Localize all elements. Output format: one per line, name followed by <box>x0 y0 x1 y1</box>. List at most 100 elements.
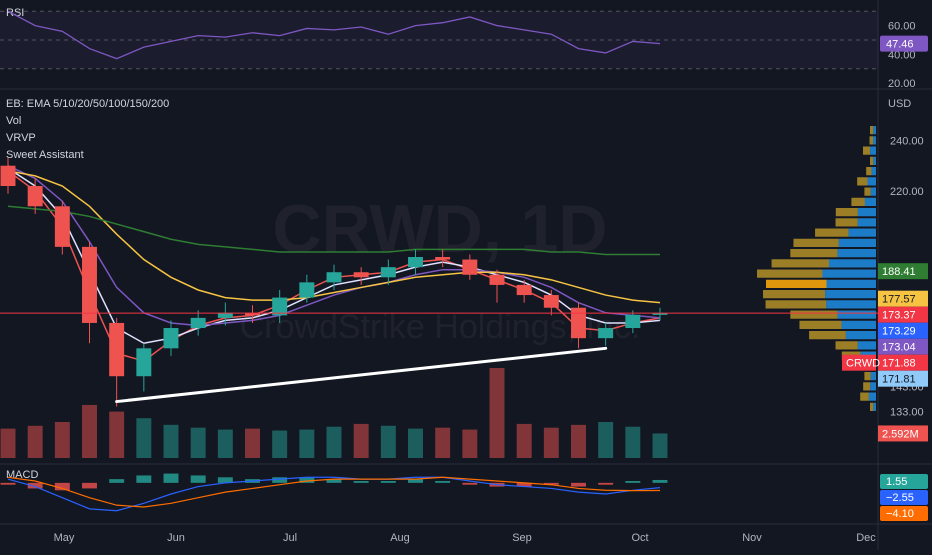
macd-value-tags: 1.55 −2.55 −4.10 <box>880 474 928 521</box>
macd-hist-bar-7 <box>190 475 206 483</box>
vrvp-sell-row-13 <box>771 259 830 268</box>
macd-hist-bar-24 <box>652 479 668 483</box>
volume-bar-2 <box>54 422 70 458</box>
volume-bar-7 <box>190 427 206 458</box>
vrvp-sell-row-20 <box>809 331 846 340</box>
watermark-symbol: CRWD, 1D <box>273 191 608 267</box>
legend-volume[interactable]: Vol <box>6 115 21 127</box>
vrvp-sell-row-4 <box>866 167 872 176</box>
price-tag-bg-1 <box>878 290 928 307</box>
volume-value-tag: 2.592M <box>878 425 928 442</box>
candle-body-3 <box>82 246 97 323</box>
macd-hist-bar-1 <box>27 482 43 489</box>
macd-hist-bar-0 <box>0 482 16 485</box>
candle-body-12 <box>326 272 342 283</box>
vrvp-sell-row-6 <box>864 187 871 196</box>
price-tag-label-2: 173.37 <box>882 310 916 322</box>
price-tag-bg-4 <box>878 338 928 355</box>
volume-bar-19 <box>516 423 532 458</box>
legend-assistant[interactable]: Sweet Assistant <box>6 149 84 161</box>
rsi-title[interactable]: RSI <box>6 7 24 19</box>
vrvp-sell-row-19 <box>799 320 842 329</box>
vrvp-buy-row-24 <box>870 372 876 381</box>
vrvp-buy-row-10 <box>848 228 876 237</box>
rsi-tick-label-2: 20.00 <box>888 78 916 90</box>
vrvp-buy-row-12 <box>837 249 876 258</box>
volume-bar-12 <box>326 426 342 458</box>
price-tag-label-5: 171.88 <box>882 358 916 370</box>
vrvp-buy-row-21 <box>857 341 876 350</box>
vrvp-sell-row-18 <box>790 310 838 319</box>
vrvp-buy-row-25 <box>870 382 876 391</box>
time-tick-label-7: Dec <box>856 532 876 544</box>
vrvp-sell-row-8 <box>835 208 858 217</box>
price-tag-label-4: 173.04 <box>882 342 916 354</box>
rsi-tag-label: 47.46 <box>886 39 914 51</box>
legend-vrvp[interactable]: VRVP <box>6 132 36 144</box>
volume-bar-15 <box>408 428 423 458</box>
vrvp-buy-row-4 <box>871 167 876 176</box>
candle-body-19 <box>516 284 532 296</box>
vrvp-sell-row-0 <box>870 126 874 135</box>
macd-hist-bar-20 <box>543 482 559 485</box>
vrvp-buy-row-2 <box>870 146 876 155</box>
volume-bar-14 <box>380 425 396 458</box>
vrvp-sell-row-24 <box>864 372 871 381</box>
price-tick-label-4: 133.00 <box>890 407 924 419</box>
candle-body-0 <box>0 165 16 187</box>
legend-ema[interactable]: EB: EMA 5/10/20/50/100/150/200 <box>6 98 169 110</box>
vrvp-sell-row-1 <box>869 136 874 145</box>
price-tag-label-0: 188.41 <box>882 266 916 278</box>
ema-line-2 <box>7 165 661 327</box>
volume-bar-1 <box>27 425 43 458</box>
price-tag-bg-0 <box>878 263 928 280</box>
volume-bar-16 <box>435 427 451 458</box>
candle-body-7 <box>190 317 206 329</box>
vrvp-buy-row-9 <box>857 218 876 227</box>
candles <box>0 158 668 407</box>
price-tag-label-6: 171.81 <box>882 374 916 386</box>
time-axis-ticks: May Jun Jul Aug Sep Oct Nov Dec <box>54 532 877 544</box>
macd-hist-bar-19 <box>516 482 532 487</box>
vrvp-buy-row-5 <box>867 177 876 186</box>
candle-body-18 <box>489 274 505 285</box>
macd-signal-line <box>7 476 661 508</box>
vrvp-buy-row-8 <box>857 208 876 217</box>
vrvp-buy-row-20 <box>845 331 876 340</box>
macd-hist-bar-11 <box>299 477 315 483</box>
vrvp-buy-row-17 <box>826 300 876 309</box>
vrvp-sell-row-10 <box>815 228 849 237</box>
vrvp-sell-row-7 <box>851 197 865 206</box>
price-tags: 188.41 177.57 173.37 173.29 173.04 171.88CRWD… <box>842 263 928 387</box>
vrvp-buy-row-19 <box>841 320 876 329</box>
support-trendline[interactable] <box>115 346 608 404</box>
macd-tag-bg-2 <box>880 506 928 521</box>
time-tick-label-6: Nov <box>742 532 762 544</box>
volume-bar-20 <box>543 427 559 458</box>
volume-bar-21 <box>571 424 586 458</box>
candle-body-9 <box>245 312 260 316</box>
vrvp-buy-row-15 <box>826 279 876 288</box>
candle-body-22 <box>598 328 614 339</box>
price-tick-label-1: 220.00 <box>890 186 924 198</box>
vrvp-buy-row-18 <box>837 310 876 319</box>
macd-hist-bar-6 <box>163 473 179 483</box>
candle-body-5 <box>136 348 152 377</box>
candle-body-2 <box>54 206 70 247</box>
vrvp-sell-row-12 <box>790 249 838 258</box>
time-tick-label-4: Sep <box>512 532 532 544</box>
macd-hist-bar-16 <box>435 481 451 483</box>
ema-line-4 <box>7 205 660 256</box>
vrvp-buy-row-6 <box>870 187 876 196</box>
macd-hist-bar-4 <box>109 479 125 483</box>
vrvp-sell-row-9 <box>835 218 858 227</box>
vrvp-buy-row-1 <box>873 136 876 145</box>
volume-bar-3 <box>82 404 97 458</box>
price-tag-bg-2 <box>878 306 928 323</box>
time-tick-label-1: Jun <box>167 532 185 544</box>
ticker-tag-label: CRWD <box>846 358 880 370</box>
candle-body-16 <box>435 257 451 260</box>
vrvp-sell-row-25 <box>863 382 871 391</box>
vrvp-sell-row-16 <box>763 290 826 299</box>
